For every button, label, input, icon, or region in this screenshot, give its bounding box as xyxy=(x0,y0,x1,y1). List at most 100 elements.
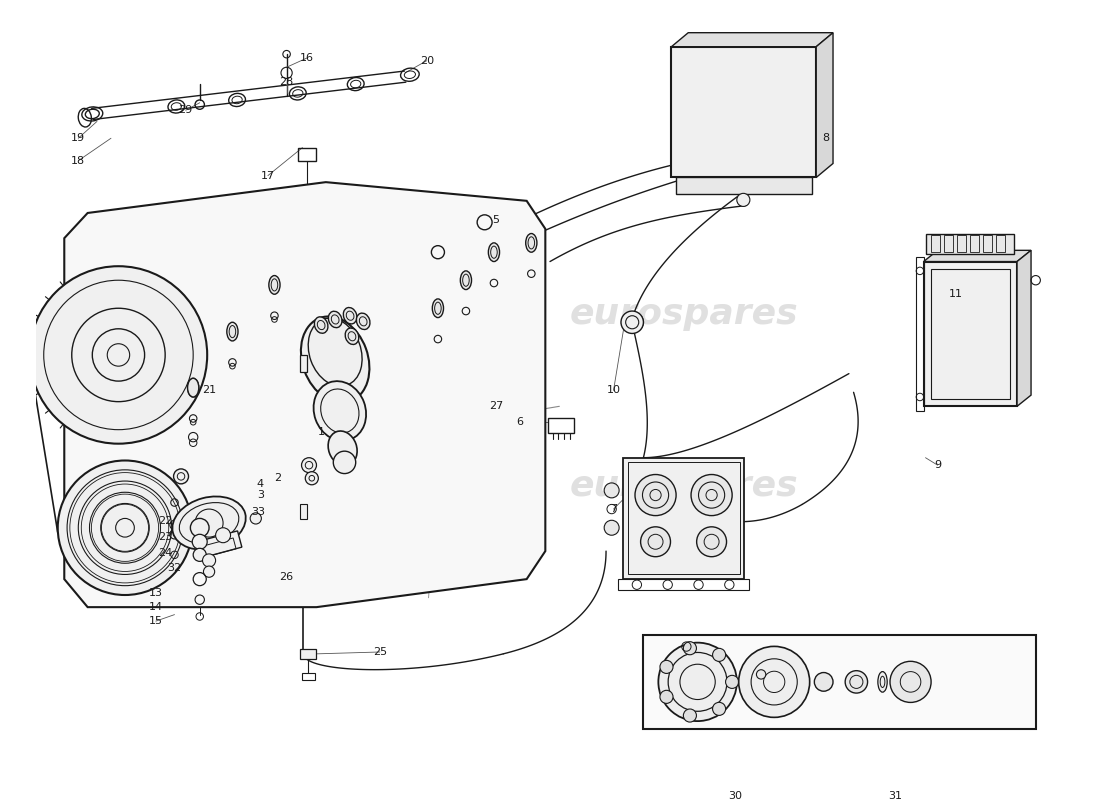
Text: eurospares: eurospares xyxy=(184,469,412,502)
Bar xyxy=(298,147,317,161)
Bar xyxy=(957,235,966,252)
Circle shape xyxy=(192,534,207,550)
Circle shape xyxy=(691,474,733,516)
Bar xyxy=(997,235,1005,252)
Circle shape xyxy=(696,527,726,557)
Text: 32: 32 xyxy=(167,563,182,573)
Circle shape xyxy=(190,518,209,537)
Ellipse shape xyxy=(329,311,342,328)
Polygon shape xyxy=(1018,250,1031,406)
Ellipse shape xyxy=(315,317,328,334)
Ellipse shape xyxy=(268,275,280,294)
Circle shape xyxy=(194,548,207,562)
Text: 6: 6 xyxy=(517,418,524,427)
Polygon shape xyxy=(924,250,1031,262)
Polygon shape xyxy=(64,182,546,607)
Circle shape xyxy=(660,690,673,703)
Bar xyxy=(627,462,739,574)
Bar xyxy=(548,418,574,434)
Text: 2: 2 xyxy=(274,474,280,483)
Ellipse shape xyxy=(343,307,356,324)
Bar xyxy=(916,257,924,411)
Bar xyxy=(931,269,1010,399)
Ellipse shape xyxy=(188,378,199,397)
Ellipse shape xyxy=(488,243,499,262)
Text: eurospares: eurospares xyxy=(570,297,798,331)
Ellipse shape xyxy=(188,378,199,397)
Circle shape xyxy=(659,642,737,721)
Circle shape xyxy=(621,311,643,334)
Circle shape xyxy=(635,474,676,516)
Bar xyxy=(931,235,939,252)
Polygon shape xyxy=(816,33,833,178)
Text: eurospares: eurospares xyxy=(184,297,412,331)
Text: 26: 26 xyxy=(279,572,294,582)
Ellipse shape xyxy=(460,271,472,290)
Text: 33: 33 xyxy=(252,507,265,517)
Bar xyxy=(970,235,979,252)
Circle shape xyxy=(726,675,738,689)
Text: 24: 24 xyxy=(158,548,173,558)
Bar xyxy=(301,673,315,680)
Text: 11: 11 xyxy=(949,290,964,299)
Circle shape xyxy=(737,194,750,206)
Circle shape xyxy=(604,483,619,498)
Text: 15: 15 xyxy=(148,616,163,626)
Text: 9: 9 xyxy=(934,460,942,470)
Bar xyxy=(671,46,816,178)
Text: 23: 23 xyxy=(158,532,173,542)
Text: 13: 13 xyxy=(148,588,163,598)
Text: 28: 28 xyxy=(279,77,294,87)
Text: 14: 14 xyxy=(148,602,163,612)
Text: 31: 31 xyxy=(889,791,903,800)
Ellipse shape xyxy=(227,322,238,341)
Text: 16: 16 xyxy=(300,53,315,63)
Ellipse shape xyxy=(314,381,366,441)
Circle shape xyxy=(890,662,931,702)
Circle shape xyxy=(683,709,696,722)
Circle shape xyxy=(604,520,619,535)
Bar xyxy=(197,531,242,558)
Ellipse shape xyxy=(878,671,888,692)
Circle shape xyxy=(306,472,318,485)
Text: eurospares: eurospares xyxy=(570,469,798,502)
Text: 1: 1 xyxy=(318,426,324,437)
Text: 19: 19 xyxy=(72,134,86,143)
Ellipse shape xyxy=(328,431,358,466)
Circle shape xyxy=(845,670,868,693)
Circle shape xyxy=(30,266,207,444)
Circle shape xyxy=(713,648,726,662)
Circle shape xyxy=(683,642,696,654)
Text: 8: 8 xyxy=(822,134,829,143)
Bar xyxy=(299,505,307,519)
Circle shape xyxy=(713,702,726,715)
Circle shape xyxy=(250,513,262,524)
Circle shape xyxy=(202,554,216,567)
Ellipse shape xyxy=(526,234,537,252)
Circle shape xyxy=(757,670,766,679)
Ellipse shape xyxy=(301,317,370,402)
Circle shape xyxy=(57,461,192,595)
Text: 17: 17 xyxy=(261,170,275,181)
Polygon shape xyxy=(671,33,833,46)
Bar xyxy=(644,635,1036,729)
Ellipse shape xyxy=(432,299,443,318)
Bar xyxy=(944,235,953,252)
Text: 3: 3 xyxy=(257,490,264,500)
Bar xyxy=(926,234,1014,254)
Bar xyxy=(623,458,745,579)
Bar xyxy=(299,649,317,658)
Bar xyxy=(924,262,1018,406)
Text: 27: 27 xyxy=(488,402,503,411)
Text: 29: 29 xyxy=(178,106,192,115)
Circle shape xyxy=(204,566,214,578)
Circle shape xyxy=(739,646,810,718)
Text: 7: 7 xyxy=(610,504,617,514)
Circle shape xyxy=(333,451,355,474)
Ellipse shape xyxy=(356,313,370,330)
Text: 4: 4 xyxy=(257,479,264,489)
Circle shape xyxy=(814,673,833,691)
Bar xyxy=(618,579,749,590)
Text: 22: 22 xyxy=(158,516,173,526)
Bar xyxy=(201,538,236,558)
